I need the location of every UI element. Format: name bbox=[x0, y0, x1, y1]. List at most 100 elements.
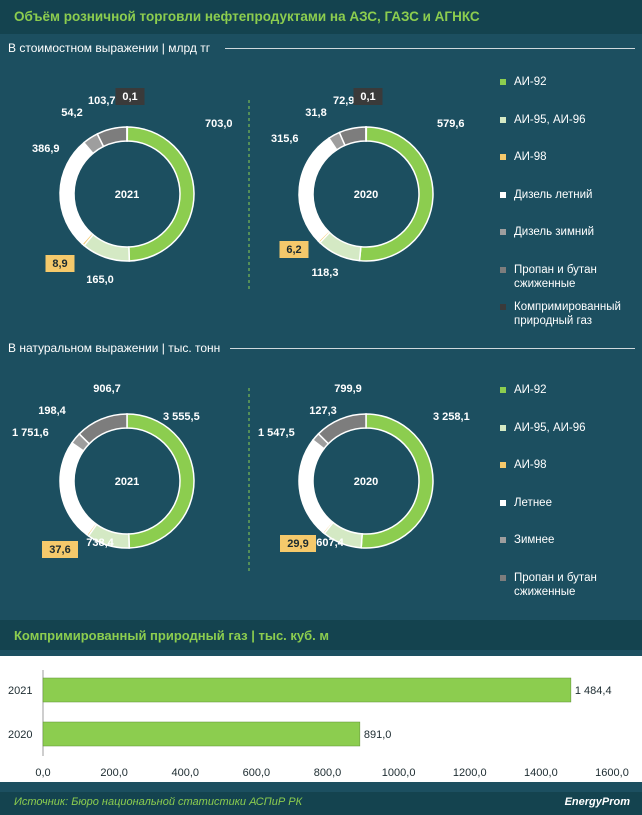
source-text: Источник: Бюро национальной статистики А… bbox=[14, 796, 303, 808]
data-label: 386,9 bbox=[32, 143, 60, 155]
legend-label: Дизель летний bbox=[514, 188, 593, 201]
legend-swatch bbox=[500, 266, 506, 273]
data-label: 1 751,6 bbox=[12, 427, 49, 439]
data-label: 1 547,5 bbox=[258, 427, 295, 439]
legend-swatch bbox=[500, 537, 506, 543]
donut-slice bbox=[298, 137, 338, 243]
data-label: 127,3 bbox=[309, 405, 337, 417]
donut-year: 2021 bbox=[115, 189, 139, 201]
energyprom-logo: EnergyProm bbox=[564, 796, 630, 808]
x-tick-label: 1200,0 bbox=[453, 767, 487, 779]
donut-slice bbox=[317, 413, 367, 445]
donut-slice bbox=[59, 141, 94, 245]
legend-swatch bbox=[500, 499, 506, 506]
data-label: 3 555,5 bbox=[163, 411, 200, 423]
label-box bbox=[353, 88, 383, 105]
x-tick-label: 1000,0 bbox=[382, 767, 416, 779]
data-label: 165,0 bbox=[86, 274, 114, 286]
data-label: 0,1 bbox=[360, 91, 375, 103]
donut-slice bbox=[83, 233, 131, 262]
donut-year: 2020 bbox=[354, 476, 378, 488]
legend-label: Пропан и бутан сжиженные bbox=[514, 263, 597, 290]
donut-chart: 2021 703,0 165,0 8,9 386,9 54,2 103,7 0,1 bbox=[32, 88, 233, 286]
donut-chart: 2021 3 555,5 738,4 37,6 1 751,6 198,4 906,7 bbox=[12, 383, 200, 558]
data-label: 54,2 bbox=[61, 107, 82, 119]
label-box bbox=[279, 241, 309, 258]
data-label: 0,1 bbox=[122, 91, 137, 103]
label-box bbox=[115, 88, 145, 105]
x-tick-label: 200,0 bbox=[100, 767, 128, 779]
cpg-header: Компримированный природный газ | тыс. ку… bbox=[0, 620, 642, 650]
data-label: 607,4 bbox=[316, 537, 344, 549]
legend-swatch bbox=[500, 154, 506, 160]
donut-slice bbox=[78, 413, 128, 445]
legend-label: Пропан и бутан сжиженные bbox=[514, 571, 597, 598]
donut-slice bbox=[96, 126, 128, 148]
data-label: 29,9 bbox=[287, 538, 308, 550]
data-label: 72,9 bbox=[333, 95, 354, 107]
donut-slice bbox=[298, 439, 333, 534]
section-volume-rule bbox=[230, 348, 635, 349]
bar-chart-panel: 0,0 200,0 400,0 600,0 800,0 1000,0 1200,0 1400,… bbox=[0, 656, 642, 782]
value-label: 891,0 bbox=[364, 729, 392, 741]
x-tick-label: 1400,0 bbox=[524, 767, 558, 779]
bar-chart: 0,0 200,0 400,0 600,0 800,0 1000,0 1200,0 1400,… bbox=[8, 670, 629, 779]
legend-label: Летнее bbox=[514, 496, 552, 509]
legend-swatch bbox=[500, 79, 506, 85]
category-label: 2021 bbox=[8, 685, 32, 697]
section-value-label: В стоимостном выражении | млрд тг bbox=[8, 41, 211, 55]
bar bbox=[42, 677, 572, 703]
data-label: 703,0 bbox=[205, 118, 233, 130]
legend-label: АИ-98 bbox=[514, 459, 547, 471]
page-title: Объём розничной торговли нефтепродуктами… bbox=[14, 9, 480, 24]
legend-label: АИ-92 bbox=[514, 384, 547, 396]
x-tick-label: 400,0 bbox=[171, 767, 199, 779]
data-label: 3 258,1 bbox=[433, 411, 470, 423]
legend-label: АИ-98 bbox=[514, 151, 547, 163]
bar bbox=[42, 721, 361, 747]
cpg-title: Компримированный природный газ | тыс. ку… bbox=[14, 628, 329, 643]
legend-label: Дизель зимний bbox=[514, 226, 595, 238]
legend-swatch bbox=[500, 116, 506, 123]
legend-label: Компримированный природный газ bbox=[514, 301, 621, 327]
legend-swatch bbox=[500, 191, 506, 198]
label-box bbox=[45, 255, 75, 272]
legend-label: АИ-95, АИ-96 bbox=[514, 421, 586, 434]
donut-chart: 2020 3 258,1 607,4 29,9 1 547,5 127,3 799,9 bbox=[258, 383, 470, 552]
label-box bbox=[280, 535, 316, 552]
legend-swatch bbox=[500, 229, 506, 235]
legend-swatch bbox=[500, 424, 506, 431]
x-tick-label: 0,0 bbox=[35, 767, 50, 779]
data-label: 37,6 bbox=[49, 544, 70, 556]
legend-label: АИ-92 bbox=[514, 76, 547, 88]
section-value-rule bbox=[225, 48, 635, 49]
data-label: 906,7 bbox=[93, 383, 121, 395]
legend-swatch bbox=[500, 462, 506, 468]
legend-swatch bbox=[500, 387, 506, 393]
footer: Источник: Бюро национальной статистики А… bbox=[0, 792, 642, 815]
legend-label: АИ-95, АИ-96 bbox=[514, 113, 586, 126]
donut-chart: 2020 579,6 118,3 6,2 315,6 31,8 72,9 0,1 bbox=[271, 88, 465, 279]
x-tick-label: 1600,0 bbox=[595, 767, 629, 779]
data-label: 118,3 bbox=[312, 267, 339, 279]
data-label: 6,2 bbox=[286, 244, 301, 256]
legend-swatch bbox=[500, 574, 506, 581]
category-label: 2020 bbox=[8, 729, 32, 741]
data-label: 579,6 bbox=[437, 118, 465, 130]
value-label: 1 484,4 bbox=[575, 685, 612, 697]
data-label: 799,9 bbox=[334, 383, 362, 395]
legend-label: Зимнее bbox=[514, 534, 555, 546]
data-label: 198,4 bbox=[38, 405, 66, 417]
donut-charts: 2021 703,0 165,0 8,9 386,9 54,2 103,7 0,1 2020 57… bbox=[12, 88, 470, 573]
section-volume-label: В натуральном выражении | тыс. тонн bbox=[8, 341, 221, 355]
x-tick-label: 600,0 bbox=[243, 767, 271, 779]
title-bar: Объём розничной торговли нефтепродуктами… bbox=[0, 0, 642, 34]
x-tick-label: 800,0 bbox=[314, 767, 342, 779]
legend-swatch bbox=[500, 304, 506, 310]
data-label: 8,9 bbox=[52, 258, 67, 270]
data-label: 315,6 bbox=[271, 133, 299, 145]
data-label: 103,7 bbox=[88, 95, 116, 107]
donut-year: 2021 bbox=[115, 476, 139, 488]
data-label: 31,8 bbox=[305, 107, 326, 119]
donut-slice bbox=[338, 126, 367, 147]
